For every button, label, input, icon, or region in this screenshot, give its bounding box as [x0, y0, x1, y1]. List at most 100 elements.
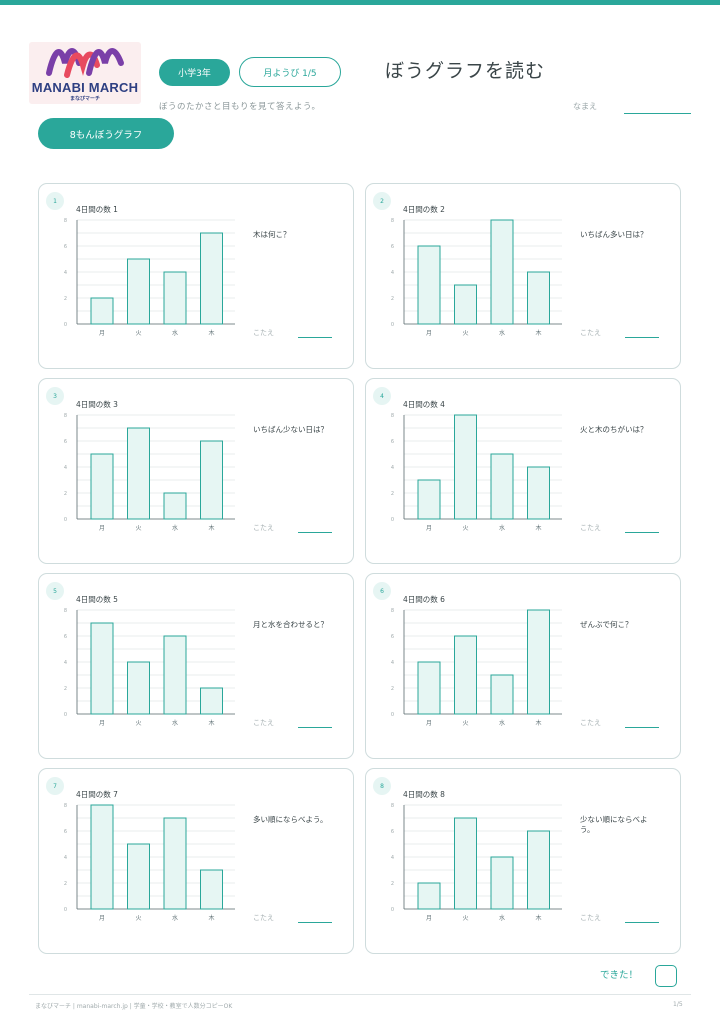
- problem-number: 5: [46, 582, 64, 600]
- y-tick-label: 4: [64, 855, 67, 861]
- y-tick-label: 6: [391, 634, 394, 640]
- problem-card: 2 4日間の数 2 0 2 4 6 8 月 火 水 木 いちばん多い日は？ こたえ: [365, 183, 681, 369]
- problem-card: 6 4日間の数 6 0 2 4 6 8 月 火 水 木 ぜんぶで何こ？ こたえ: [365, 573, 681, 759]
- bar-chart: 0 2 4 6 8 月 火 水 木: [391, 413, 562, 532]
- bar: [200, 440, 223, 520]
- chart-title: 4日間の数 5: [76, 595, 118, 604]
- bar: [90, 804, 114, 910]
- answer-field-line[interactable]: [298, 727, 332, 728]
- x-tick-label: 火: [135, 720, 141, 727]
- problem-count-badge: 8もんぼうグラフ: [38, 118, 174, 149]
- answer-field-line[interactable]: [625, 337, 659, 338]
- y-tick-label: 2: [391, 881, 394, 887]
- y-tick-label: 6: [391, 829, 394, 835]
- x-tick-label: 月: [426, 525, 432, 532]
- x-tick-label: 月: [99, 720, 105, 727]
- x-tick-label: 火: [462, 720, 468, 727]
- problem-number: 6: [373, 582, 391, 600]
- bar: [417, 245, 441, 325]
- top-accent-bar: [0, 0, 720, 5]
- page-title: ぼうグラフを読む: [385, 60, 546, 82]
- done-checkbox[interactable]: [655, 965, 677, 987]
- problem-number: 1: [46, 192, 64, 210]
- y-tick-label: 6: [64, 829, 67, 835]
- bar: [454, 414, 477, 520]
- y-tick-label: 2: [391, 296, 394, 302]
- problem-card: 4 4日間の数 4 0 2 4 6 8 月 火 水 木 火と木のちがいは？ こたえ: [365, 378, 681, 564]
- bar: [163, 817, 187, 910]
- x-tick-label: 月: [99, 330, 105, 337]
- answer-label: こたえ: [580, 524, 601, 532]
- name-field-line[interactable]: [624, 113, 691, 114]
- bar: [490, 453, 514, 520]
- x-tick-label: 木: [535, 914, 541, 922]
- x-tick-label: 火: [462, 915, 468, 922]
- bar: [417, 882, 441, 910]
- question-text: 多い順にならべよう。: [253, 815, 328, 824]
- answer-label: こたえ: [253, 329, 274, 337]
- problem-number: 3: [46, 387, 64, 405]
- question-text: ぜんぶで何こ？: [580, 620, 633, 629]
- bar: [163, 492, 187, 520]
- problem-card: 8 4日間の数 8 0 2 4 6 8 月 火 水 木 少ない順にならべよう。 こたえ: [365, 768, 681, 954]
- problem-card: 7 4日間の数 7 0 2 4 6 8 月 火 水 木 多い順にならべよう。 こたえ: [38, 768, 354, 954]
- y-tick-label: 8: [391, 413, 394, 419]
- answer-field-line[interactable]: [298, 922, 332, 923]
- day-badge: 月ようび 1/5: [239, 57, 341, 87]
- bar: [417, 661, 441, 715]
- bar: [417, 479, 441, 520]
- y-tick-label: 8: [64, 413, 67, 419]
- y-tick-label: 2: [391, 686, 394, 692]
- y-tick-label: 2: [64, 686, 67, 692]
- y-tick-label: 8: [64, 218, 67, 224]
- bar: [127, 661, 150, 715]
- x-tick-label: 水: [499, 329, 505, 337]
- bar: [527, 609, 550, 715]
- bar: [163, 635, 187, 715]
- x-tick-label: 月: [426, 720, 432, 727]
- answer-field-line[interactable]: [298, 532, 332, 533]
- answer-field-line[interactable]: [625, 532, 659, 533]
- y-tick-label: 8: [391, 218, 394, 224]
- x-tick-label: 水: [172, 719, 178, 727]
- bar-chart: 0 2 4 6 8 月 火 水 木: [391, 608, 562, 727]
- answer-field-line[interactable]: [625, 727, 659, 728]
- problem-number: 8: [373, 777, 391, 795]
- answer-field-line[interactable]: [298, 337, 332, 338]
- answer-label: こたえ: [580, 719, 601, 727]
- footer-divider: [29, 994, 691, 995]
- x-tick-label: 火: [135, 525, 141, 532]
- y-tick-label: 8: [64, 608, 67, 614]
- bar: [527, 271, 550, 325]
- bar-chart: 0 2 4 6 8 月 火 水 木: [391, 218, 562, 337]
- chart-title: 4日間の数 3: [76, 400, 118, 409]
- x-tick-label: 水: [499, 914, 505, 922]
- y-tick-label: 6: [64, 634, 67, 640]
- x-tick-label: 木: [535, 524, 541, 532]
- question-text: いちばん少ない日は？: [253, 425, 328, 434]
- x-tick-label: 火: [462, 525, 468, 532]
- question-text: いちばん多い日は？: [580, 230, 648, 239]
- answer-field-line[interactable]: [625, 922, 659, 923]
- bar: [490, 674, 514, 715]
- name-label: なまえ: [573, 102, 597, 111]
- x-tick-label: 水: [172, 914, 178, 922]
- chart-title: 4日間の数 1: [76, 205, 118, 214]
- y-tick-label: 6: [64, 244, 67, 250]
- x-tick-label: 水: [172, 524, 178, 532]
- x-tick-label: 水: [172, 329, 178, 337]
- bar-chart: 0 2 4 6 8 月 火 水 木: [64, 608, 235, 727]
- y-tick-label: 4: [64, 465, 67, 471]
- x-tick-label: 火: [462, 330, 468, 337]
- y-tick-label: 6: [391, 244, 394, 250]
- question-text: 月と水を合わせると？: [253, 620, 328, 629]
- problem-number: 2: [373, 192, 391, 210]
- bar: [127, 427, 150, 520]
- bar: [454, 817, 477, 910]
- problem-number: 7: [46, 777, 64, 795]
- y-tick-label: 4: [391, 855, 394, 861]
- answer-label: こたえ: [580, 914, 601, 922]
- chart-title: 4日間の数 4: [403, 400, 445, 409]
- bar: [90, 622, 114, 715]
- x-tick-label: 水: [499, 719, 505, 727]
